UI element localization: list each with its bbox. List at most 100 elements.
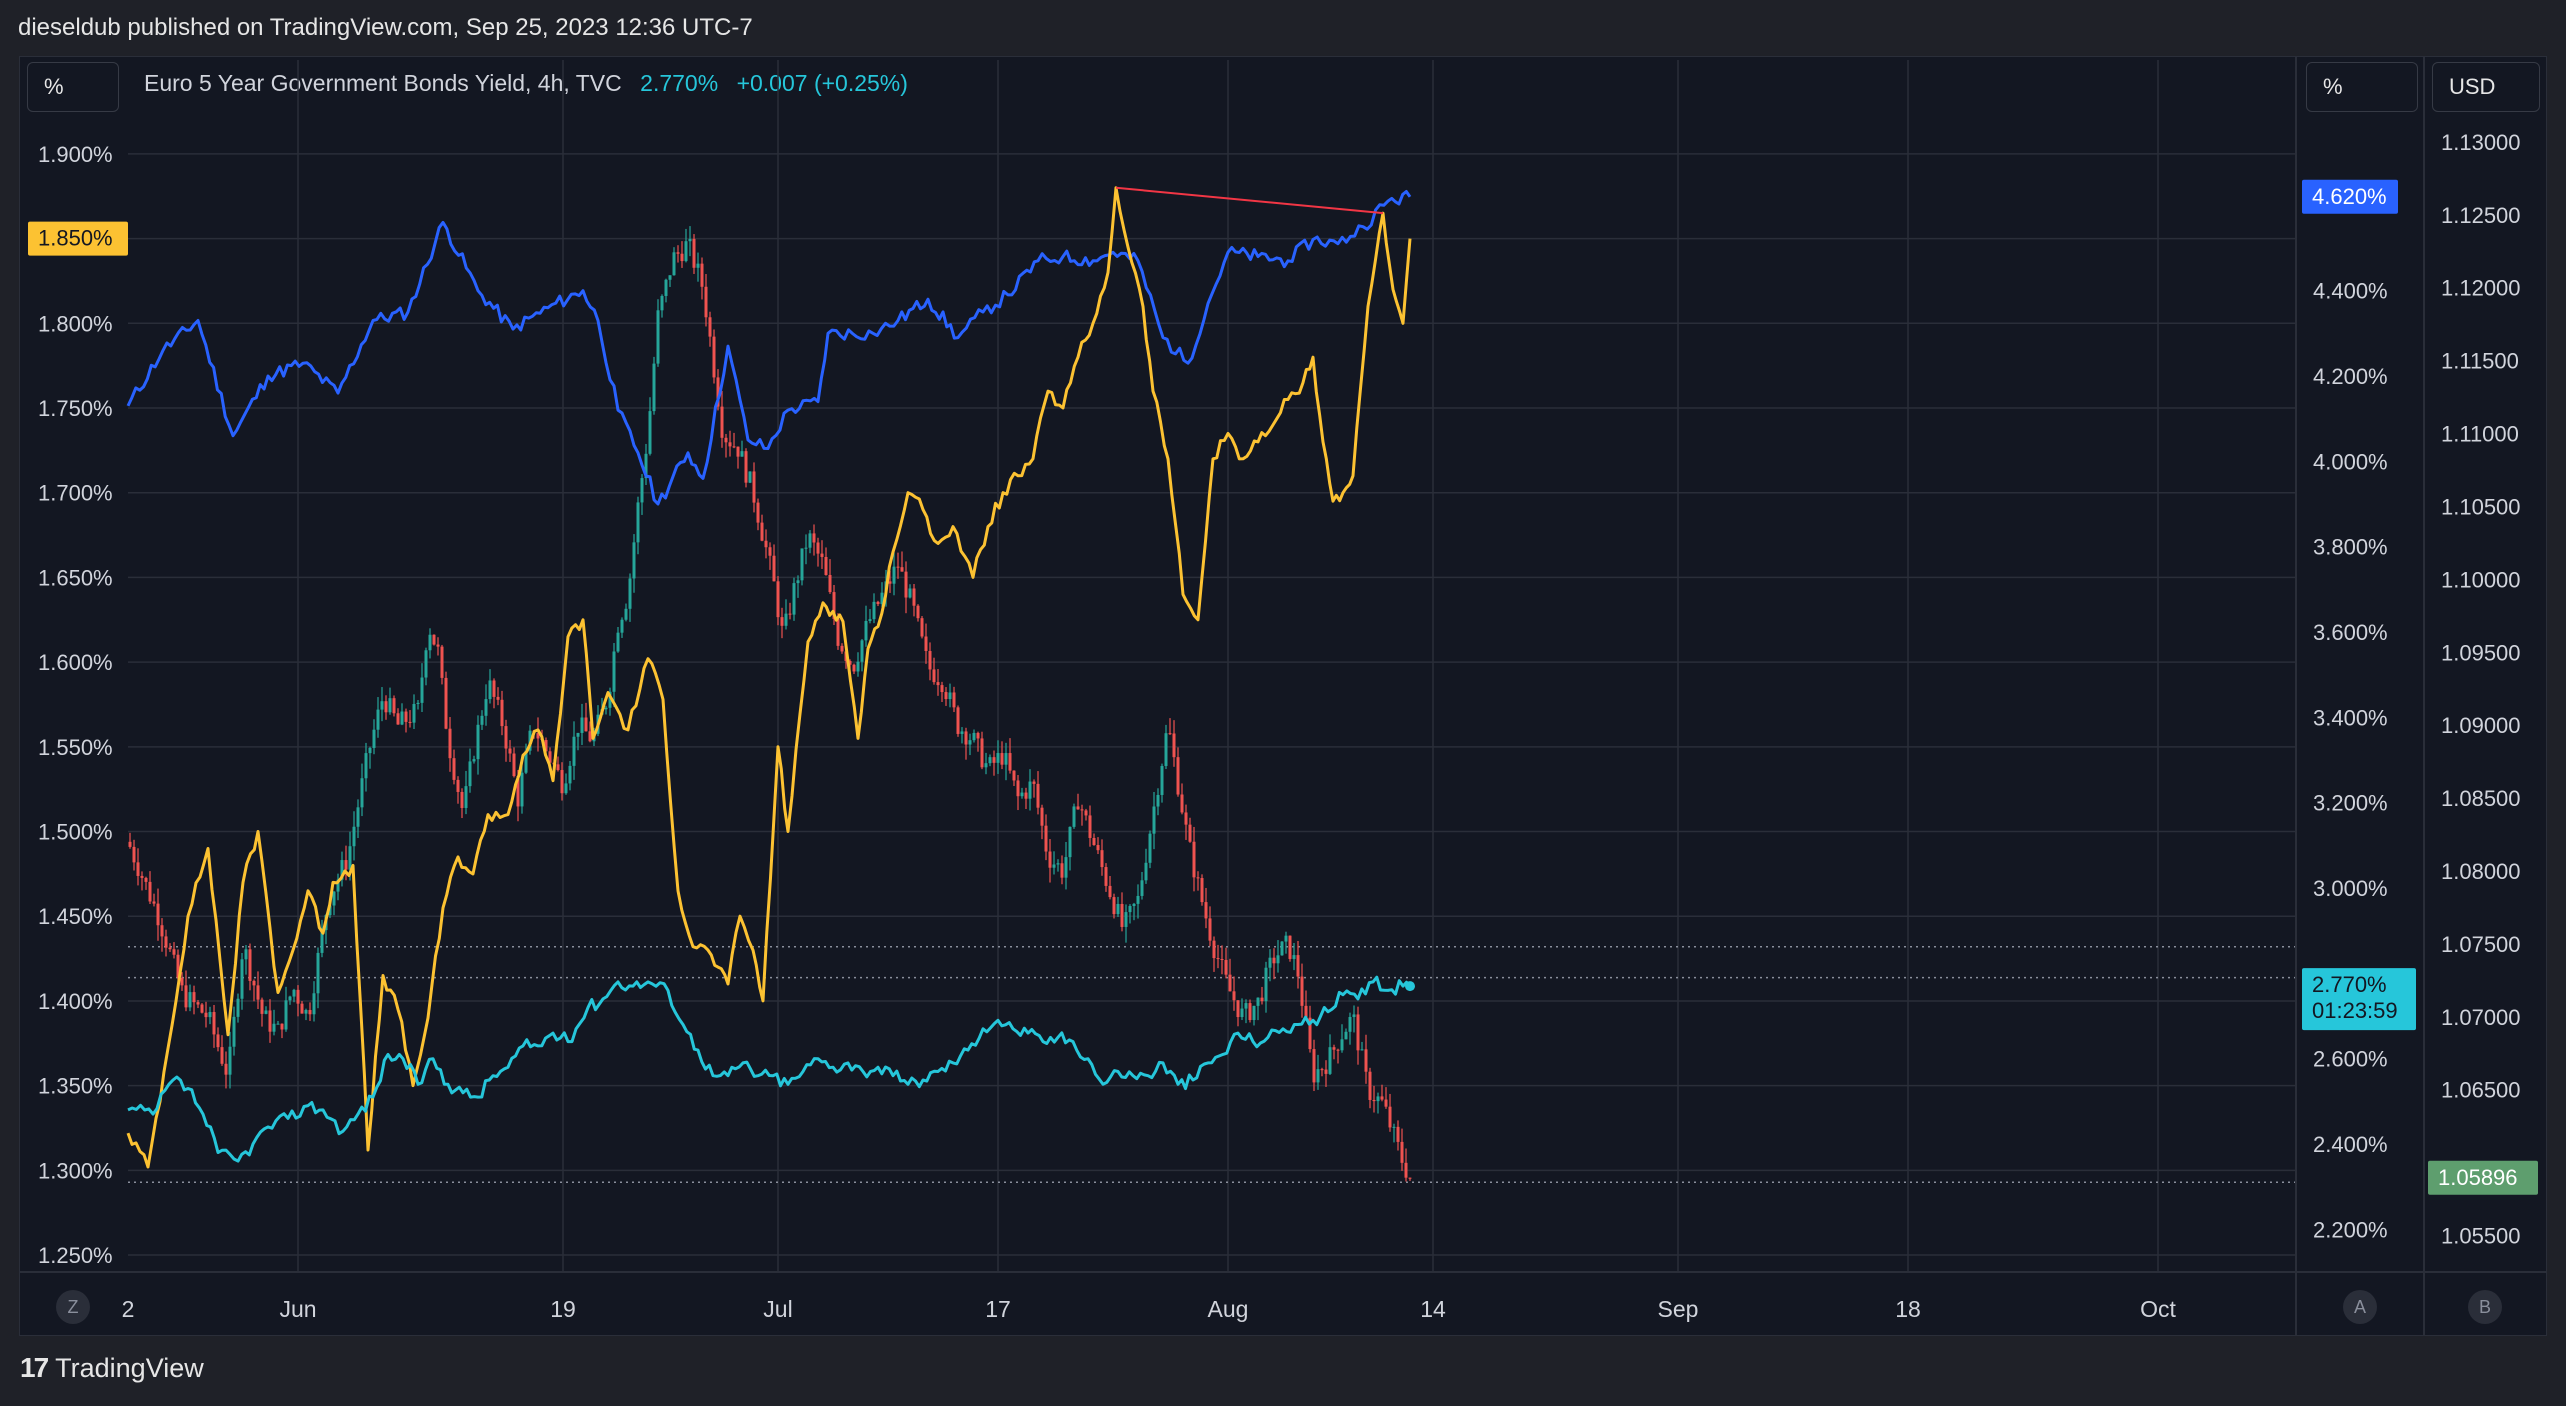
- candle-body: [1348, 1017, 1352, 1032]
- right-axis-label: 3.000%: [2313, 876, 2388, 901]
- candle-body: [136, 862, 140, 876]
- candle-body: [512, 753, 516, 777]
- candle-body: [1308, 1017, 1312, 1050]
- candle-body: [488, 680, 492, 700]
- left-axis-label: 1.650%: [38, 565, 113, 590]
- currency-unit-button[interactable]: USD: [2432, 62, 2540, 112]
- cyan-yield-line: [127, 975, 1412, 1163]
- candle-body: [840, 645, 844, 652]
- scale-b-button[interactable]: B: [2468, 1290, 2502, 1324]
- candle-body: [732, 446, 736, 448]
- candle-body: [160, 925, 164, 937]
- candle-body: [476, 724, 480, 760]
- candle-body: [708, 317, 712, 337]
- candle-body: [1224, 959, 1228, 975]
- candle-body: [1208, 918, 1212, 941]
- zoom-button[interactable]: Z: [56, 1290, 90, 1324]
- x-tick-label: Aug: [1208, 1296, 1249, 1322]
- left-scale-unit-button[interactable]: %: [27, 62, 119, 112]
- candle-body: [1316, 1069, 1320, 1083]
- candle-body: [1304, 1005, 1308, 1018]
- candle-body: [1076, 806, 1080, 810]
- candle-body: [900, 567, 904, 572]
- candle-body: [724, 437, 728, 443]
- candle-body: [360, 778, 364, 808]
- right-scale-unit-button[interactable]: %: [2306, 62, 2418, 112]
- candle-body: [408, 721, 412, 723]
- candle-body: [992, 757, 996, 763]
- candle-body: [1184, 812, 1188, 825]
- candle-body: [1008, 753, 1012, 771]
- candle-body: [1072, 806, 1076, 827]
- candle-body: [132, 846, 136, 863]
- candle-body: [1176, 757, 1180, 795]
- usd-axis-label: 1.10500: [2441, 494, 2521, 519]
- cyan-price-badge-bg: [2302, 968, 2416, 1031]
- left-axis-label: 1.450%: [38, 904, 113, 929]
- candle-body: [372, 729, 376, 748]
- candle-body: [284, 1000, 288, 1030]
- candle-body: [480, 715, 484, 725]
- candle-body: [1084, 810, 1088, 816]
- candle-body: [612, 651, 616, 692]
- candle-body: [908, 588, 912, 598]
- candle-body: [536, 733, 540, 739]
- candle-body: [320, 930, 324, 953]
- candle-body: [256, 985, 260, 1000]
- candle-body: [608, 691, 612, 708]
- left-axis-label: 1.500%: [38, 820, 113, 845]
- candle-body: [704, 286, 708, 318]
- candle-body: [424, 650, 428, 678]
- usd-axis-label: 1.11000: [2441, 422, 2519, 447]
- right-axis-label: 4.200%: [2313, 364, 2388, 389]
- right-axis-label: 2.200%: [2313, 1217, 2388, 1242]
- candle-body: [288, 996, 292, 1001]
- x-tick-label: Jun: [279, 1296, 316, 1322]
- brand[interactable]: 17 TradingView: [20, 1352, 204, 1384]
- auto-scale-button[interactable]: A: [2343, 1290, 2377, 1324]
- candle-body: [200, 1004, 204, 1013]
- candle-body: [1320, 1069, 1324, 1071]
- candle-body: [452, 758, 456, 780]
- candle-body: [916, 605, 920, 619]
- candle-body: [560, 770, 564, 794]
- right-axis-label: 3.200%: [2313, 791, 2388, 816]
- candle-body: [1328, 1047, 1332, 1074]
- x-tick-label: 2: [122, 1296, 135, 1322]
- candle-body: [664, 279, 668, 296]
- candle-body: [936, 682, 940, 686]
- left-axis-label: 1.350%: [38, 1074, 113, 1099]
- candle-body: [180, 977, 184, 986]
- candle-body: [400, 711, 404, 725]
- candle-body: [1160, 766, 1164, 795]
- candle-body: [1372, 1099, 1376, 1102]
- candle-body: [956, 707, 960, 734]
- axis-labels: 2 Jun 19 Jul 17 Aug 14 Sep 18 Oct 1.250% 1.300% 1.35…: [19, 56, 2547, 1336]
- candle-body: [1040, 807, 1044, 826]
- candle-body: [808, 533, 812, 548]
- candle-body: [716, 377, 720, 407]
- cyan-last-point: [1405, 981, 1415, 992]
- candle-body: [904, 571, 908, 598]
- candle-body: [268, 1010, 272, 1032]
- candle-body: [204, 1012, 208, 1018]
- candle-body: [744, 451, 748, 483]
- candle-body: [980, 738, 984, 768]
- candle-body: [212, 1012, 216, 1035]
- candle-body: [460, 791, 464, 808]
- usd-axis-label: 1.07500: [2441, 932, 2521, 957]
- candle-body: [924, 636, 928, 652]
- candle-body: [688, 238, 692, 242]
- candle-body: [1368, 1071, 1372, 1100]
- candle-body: [644, 453, 648, 479]
- left-axis-label: 1.600%: [38, 650, 113, 675]
- candle-body: [684, 241, 688, 262]
- series-legend[interactable]: Euro 5 Year Government Bonds Yield, 4h, …: [144, 70, 908, 97]
- candle-body: [1116, 903, 1120, 915]
- candle-body: [648, 411, 652, 454]
- usd-axis-label: 1.12500: [2441, 203, 2521, 228]
- candle-body: [1000, 753, 1004, 765]
- candle-body: [1108, 885, 1112, 898]
- candle-body: [292, 989, 296, 997]
